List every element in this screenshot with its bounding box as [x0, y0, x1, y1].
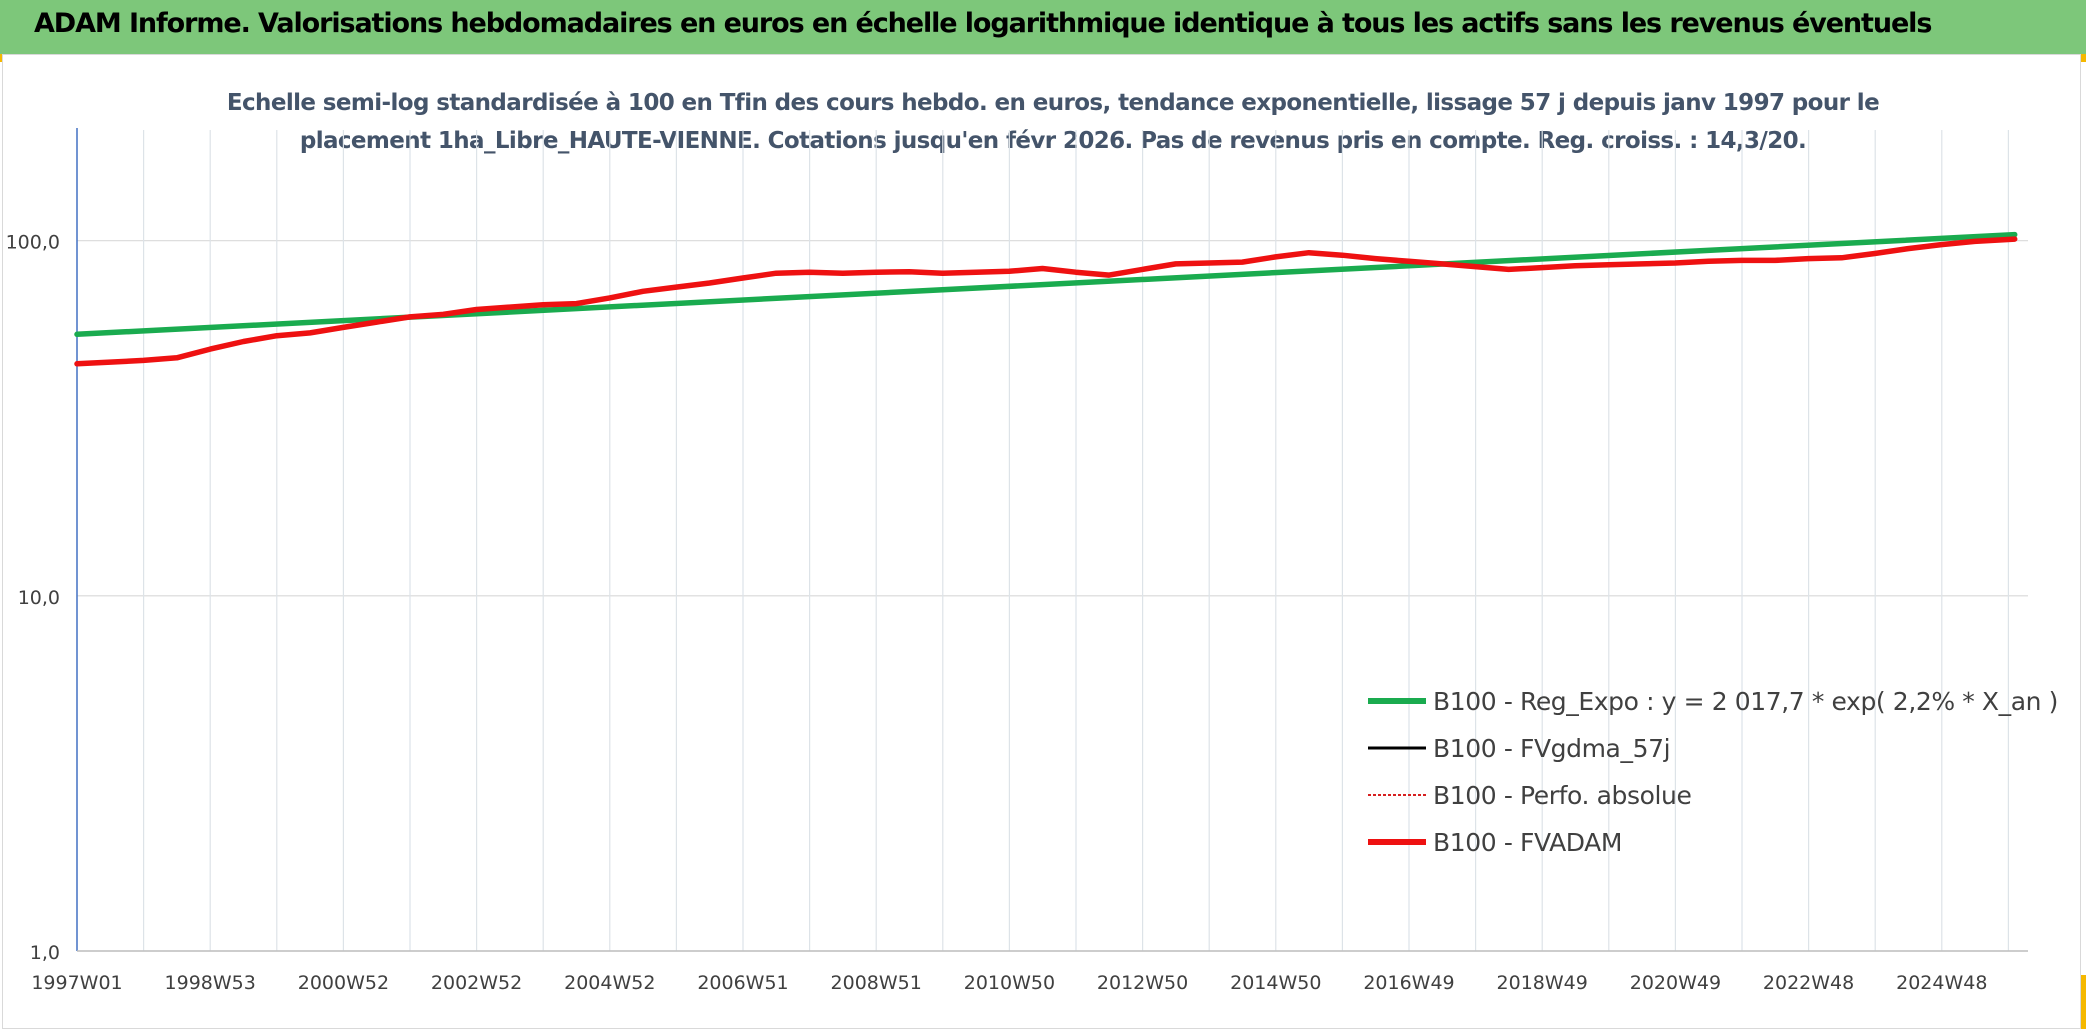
chart-title-line-1: Echelle semi-log standardisée à 100 en T… — [226, 90, 1880, 116]
legend-label-0: B100 - Reg_Expo : y = 2 017,7 * exp( 2,2… — [1433, 687, 2058, 716]
x-tick-label: 2000W52 — [298, 972, 389, 994]
x-tick-label: 1997W01 — [31, 972, 122, 994]
legend: B100 - Reg_Expo : y = 2 017,7 * exp( 2,2… — [1368, 687, 2058, 857]
axis-layer: 1,0 10,0 100,0 1997W01 1998W53 2000W52 2002W52… — [6, 128, 2028, 994]
report-title: ADAM Informe. Valorisations hebdomadaire… — [34, 8, 1932, 39]
x-tick-label: 2014W50 — [1230, 972, 1321, 994]
x-tick-label: 2024W48 — [1896, 972, 1987, 994]
header-bar: ADAM Informe. Valorisations hebdomadaire… — [0, 0, 2086, 54]
x-tick-label: 2008W51 — [831, 972, 922, 994]
series-line-0 — [74, 231, 2018, 338]
chart-title-line-2: placement 1ha_Libre_HAUTE-VIENNE. Cotati… — [299, 128, 1807, 154]
x-tick-label: 2020W49 — [1630, 972, 1721, 994]
bottom-right-accent-mark — [2081, 975, 2086, 1029]
legend-label-1: B100 - FVgdma_57j — [1433, 734, 1670, 763]
y-tick-label: 1,0 — [30, 942, 60, 964]
x-tick-label: 2022W48 — [1763, 972, 1854, 994]
legend-label-2: B100 - Perfo. absolue — [1433, 781, 1691, 810]
grid-layer — [76, 130, 2028, 952]
y-tick-label: 10,0 — [18, 587, 60, 609]
x-tick-label: 2010W50 — [964, 972, 1055, 994]
x-tick-label: 2004W52 — [564, 972, 655, 994]
x-tick-label: 2018W49 — [1497, 972, 1588, 994]
x-tick-label: 2006W51 — [697, 972, 788, 994]
series-layer — [74, 231, 2018, 367]
x-tick-label: 2002W52 — [431, 972, 522, 994]
x-tick-label: 1998W53 — [165, 972, 256, 994]
x-tick-label: 2012W50 — [1097, 972, 1188, 994]
y-tick-label: 100,0 — [6, 232, 60, 254]
legend-label-3: B100 - FVADAM — [1433, 828, 1622, 857]
chart-area: Echelle semi-log standardisée à 100 en T… — [2, 54, 2081, 1029]
series-line-3 — [74, 236, 2018, 367]
x-tick-label: 2016W49 — [1363, 972, 1454, 994]
